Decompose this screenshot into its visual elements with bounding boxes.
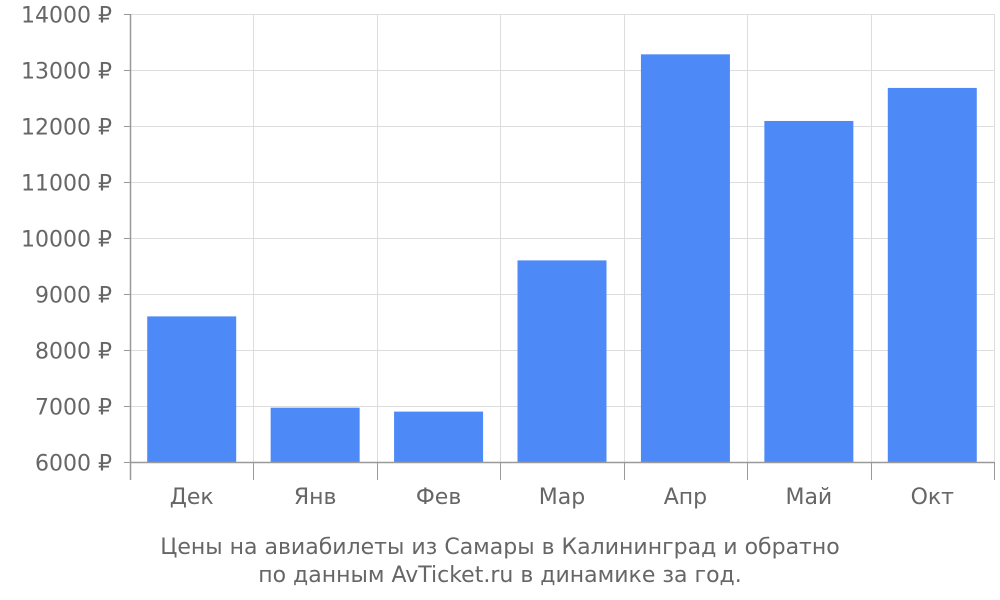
x-axis-ticks: Дек Янв Фев Мар Апр Май Окт	[130, 462, 995, 510]
chart-caption-line-1: Цены на авиабилеты из Самары в Калинингр…	[160, 535, 840, 560]
y-tick-label: 14000 ₽	[21, 4, 112, 29]
y-tick-label: 9000 ₽	[35, 284, 112, 309]
x-tick-label: Апр	[664, 485, 707, 510]
bar-5	[640, 54, 730, 462]
y-tick-label: 10000 ₽	[21, 228, 112, 253]
y-tick-label: 6000 ₽	[35, 452, 112, 477]
y-tick-label: 7000 ₽	[35, 396, 112, 421]
x-tick-label: Фев	[416, 485, 461, 510]
bar-1	[147, 316, 237, 462]
bar-7	[887, 87, 977, 463]
x-tick-label: Янв	[294, 485, 337, 510]
x-tick-label: Май	[785, 485, 832, 510]
bars	[147, 54, 977, 463]
x-tick-label: Дек	[170, 485, 214, 510]
y-axis-ticks: 6000 ₽ 7000 ₽ 8000 ₽ 9000 ₽ 10000 ₽ 11000 ₽ 12…	[21, 4, 130, 477]
bar-2	[270, 407, 360, 462]
chart-caption-line-2: по данным AvTicket.ru в динамике за год.	[258, 563, 742, 588]
x-tick-label: Мар	[539, 485, 585, 510]
bar-4	[517, 260, 607, 462]
y-tick-label: 13000 ₽	[21, 60, 112, 85]
bar-3	[394, 411, 484, 462]
y-tick-label: 11000 ₽	[21, 172, 112, 197]
bar-6	[764, 120, 854, 463]
axes	[129, 14, 994, 480]
y-tick-label: 8000 ₽	[35, 340, 112, 365]
y-tick-label: 12000 ₽	[21, 116, 112, 141]
grid	[130, 14, 995, 463]
x-tick-label: Окт	[911, 485, 955, 510]
bar-chart: 6000 ₽ 7000 ₽ 8000 ₽ 9000 ₽ 10000 ₽ 11000 ₽ 12…	[21, 4, 995, 510]
